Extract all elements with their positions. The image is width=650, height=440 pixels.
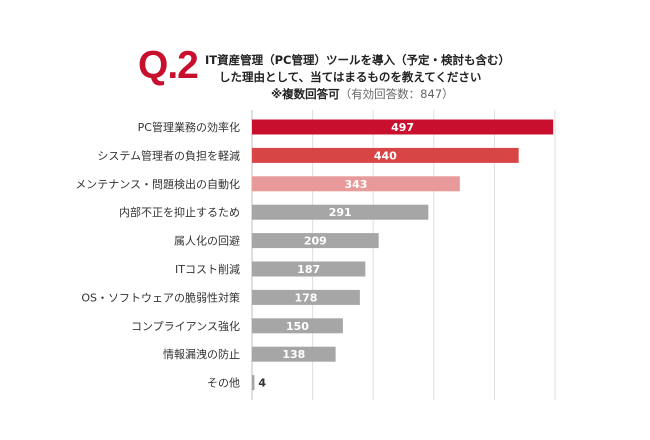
category-label: その他 — [207, 377, 240, 390]
value-label: 187 — [297, 263, 320, 276]
multiple-answers-note: ※複数回答可 — [271, 87, 340, 101]
bar — [252, 233, 379, 249]
category-label: PC管理業務の効率化 — [138, 120, 240, 134]
category-label: メンテナンス・問題検出の自動化 — [75, 177, 240, 191]
bars — [252, 119, 554, 391]
bar — [252, 147, 519, 163]
value-label: 440 — [374, 149, 397, 162]
question-line-1: IT資産管理（PC管理）ツールを導入（予定・検討も含む） — [205, 53, 510, 67]
category-label: ITコスト削減 — [175, 262, 240, 276]
category-label: 内部不正を抑止するため — [119, 205, 240, 219]
value-label: 4 — [258, 377, 266, 390]
respondent-count-note: （有効回答数：847） — [339, 87, 454, 101]
bar — [252, 119, 554, 135]
value-label: 291 — [329, 206, 352, 219]
bar — [252, 289, 360, 305]
bar — [252, 375, 255, 391]
question-number: Q.2 — [138, 44, 199, 87]
chart-title: IT資産管理（PC管理）ツールを導入（予定・検討も含む） した理由として、当ては… — [205, 52, 535, 103]
question-line-2: した理由として、当てはまるものを教えてください — [219, 70, 482, 84]
question-note: ※複数回答可（有効回答数：847） — [205, 86, 535, 103]
category-label: OS・ソフトウェアの脆弱性対策 — [81, 290, 240, 304]
category-label: システム管理者の負担を軽減 — [97, 148, 240, 162]
bar — [252, 261, 366, 277]
bar — [252, 318, 343, 334]
bar — [252, 204, 429, 220]
bar — [252, 346, 336, 362]
category-label: 情報漏洩の防止 — [163, 347, 240, 361]
value-label: 178 — [294, 291, 317, 304]
bar — [252, 176, 460, 192]
value-label: 497 — [391, 121, 414, 134]
value-label: 138 — [282, 348, 305, 361]
value-label: 150 — [286, 320, 309, 333]
value-label: 343 — [344, 178, 367, 191]
value-label: 209 — [304, 235, 327, 248]
category-label: 属人化の回避 — [174, 234, 240, 248]
category-label: コンプライアンス強化 — [131, 319, 240, 333]
labels: PC管理業務の効率化 497 システム管理者の負担を軽減 440 メンテナンス・問題検出… — [75, 120, 414, 390]
